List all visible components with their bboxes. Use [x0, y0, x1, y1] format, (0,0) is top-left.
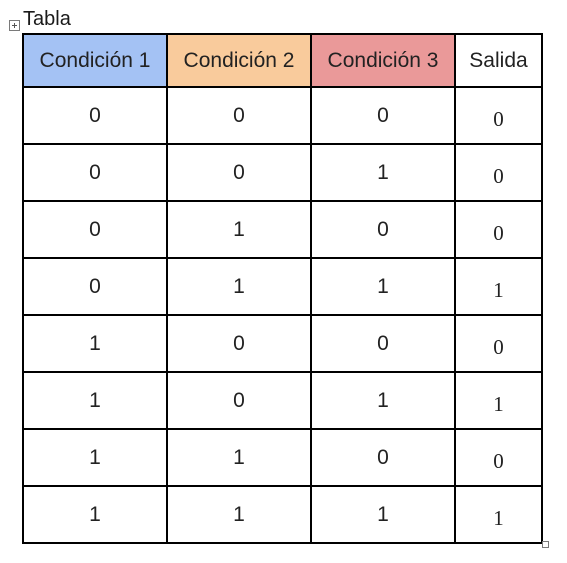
- header-condition-1[interactable]: Condición 1: [22, 33, 168, 88]
- output-cell[interactable]: 0: [454, 428, 543, 487]
- table-cell[interactable]: 0: [166, 314, 312, 373]
- table-cell[interactable]: 0: [22, 143, 168, 202]
- header-output[interactable]: Salida: [454, 33, 543, 88]
- table-cell[interactable]: 0: [22, 86, 168, 145]
- output-value: 1: [493, 392, 504, 416]
- output-cell[interactable]: 0: [454, 86, 543, 145]
- output-value: 0: [493, 164, 504, 188]
- output-cell[interactable]: 0: [454, 143, 543, 202]
- table-cell[interactable]: 0: [22, 257, 168, 316]
- table-cell[interactable]: 1: [22, 314, 168, 373]
- truth-table: Condición 1 Condición 2 Condición 3 Sali…: [22, 33, 543, 544]
- header-row: Condición 1 Condición 2 Condición 3 Sali…: [22, 33, 543, 88]
- table-cell[interactable]: 1: [310, 371, 456, 430]
- header-condition-3[interactable]: Condición 3: [310, 33, 456, 88]
- table-row: 1 1 1 1: [22, 485, 543, 544]
- table-row: 1 1 0 0: [22, 428, 543, 487]
- table-row: 0 0 0 0: [22, 86, 543, 145]
- table-cell[interactable]: 0: [166, 86, 312, 145]
- table-cell[interactable]: 1: [22, 485, 168, 544]
- table-cell[interactable]: 1: [310, 257, 456, 316]
- table-caption: Tabla: [23, 8, 71, 30]
- output-value: 0: [493, 449, 504, 473]
- table-cell[interactable]: 1: [22, 371, 168, 430]
- table-cell[interactable]: 0: [310, 86, 456, 145]
- table-cell[interactable]: 0: [166, 143, 312, 202]
- table-cell[interactable]: 1: [166, 428, 312, 487]
- output-cell[interactable]: 1: [454, 485, 543, 544]
- output-value: 0: [493, 335, 504, 359]
- table-cell[interactable]: 1: [166, 200, 312, 259]
- output-cell[interactable]: 0: [454, 314, 543, 373]
- output-value: 1: [493, 506, 504, 530]
- table-cell[interactable]: 1: [166, 485, 312, 544]
- output-value: 1: [493, 278, 504, 302]
- table-cell[interactable]: 0: [310, 428, 456, 487]
- table-cell[interactable]: 1: [310, 485, 456, 544]
- table-cell[interactable]: 1: [310, 143, 456, 202]
- header-condition-2[interactable]: Condición 2: [166, 33, 312, 88]
- table-cell[interactable]: 1: [166, 257, 312, 316]
- table-row: 0 0 1 0: [22, 143, 543, 202]
- table-move-handle-icon[interactable]: [9, 20, 20, 31]
- table-resize-handle-icon[interactable]: [542, 541, 549, 548]
- output-cell[interactable]: 1: [454, 371, 543, 430]
- table-cell[interactable]: 1: [22, 428, 168, 487]
- output-cell[interactable]: 0: [454, 200, 543, 259]
- output-value: 0: [493, 221, 504, 245]
- table-row: 1 0 1 1: [22, 371, 543, 430]
- table-cell[interactable]: 0: [166, 371, 312, 430]
- table-cell[interactable]: 0: [22, 200, 168, 259]
- output-cell[interactable]: 1: [454, 257, 543, 316]
- table-cell[interactable]: 0: [310, 314, 456, 373]
- table-row: 0 1 1 1: [22, 257, 543, 316]
- table-cell[interactable]: 0: [310, 200, 456, 259]
- table-row: 0 1 0 0: [22, 200, 543, 259]
- table-row: 1 0 0 0: [22, 314, 543, 373]
- output-value: 0: [493, 107, 504, 131]
